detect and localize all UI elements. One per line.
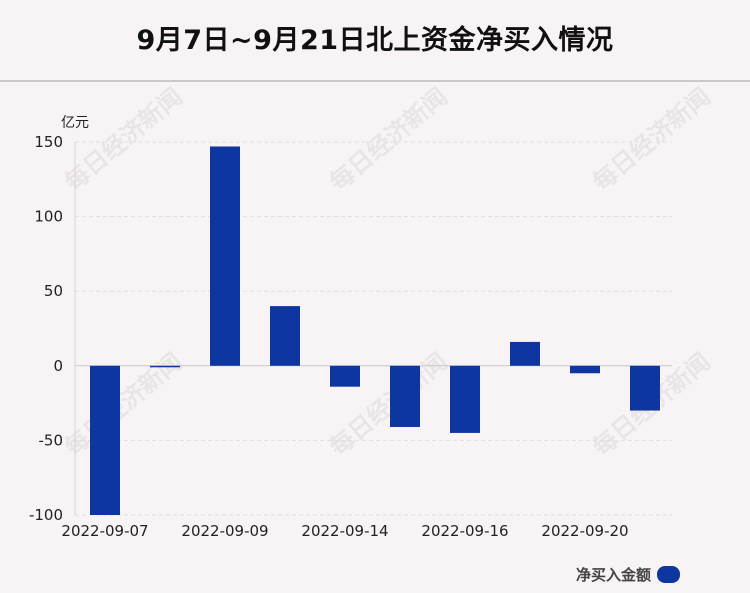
y-tick-label: -50 <box>39 431 64 449</box>
legend-swatch <box>657 565 681 583</box>
bar <box>570 365 600 374</box>
y-tick-label: -100 <box>29 506 63 524</box>
chart-title: 9月7日~9月21日北上资金净买入情况 <box>136 25 614 56</box>
bar <box>450 365 480 433</box>
x-tick-label: 2022-09-14 <box>301 522 388 540</box>
bar <box>150 365 180 368</box>
x-tick-label: 2022-09-09 <box>181 522 268 540</box>
bar <box>210 146 240 366</box>
y-axis-unit: 亿元 <box>61 115 89 131</box>
bar <box>270 306 300 366</box>
legend: 净买入金额 <box>576 563 681 585</box>
x-tick-label: 2022-09-16 <box>421 522 508 540</box>
bar <box>510 341 540 366</box>
legend-label: 净买入金额 <box>576 565 652 584</box>
y-tick-label: 150 <box>34 133 63 151</box>
bar <box>630 365 660 411</box>
y-tick-label: 100 <box>34 208 63 226</box>
x-tick-label: 2022-09-20 <box>541 522 628 540</box>
bar <box>90 365 120 515</box>
y-tick-label: 50 <box>44 282 63 300</box>
x-tick-label: 2022-09-07 <box>61 522 148 540</box>
title-divider <box>0 80 750 82</box>
bar <box>330 365 360 387</box>
bar <box>390 365 420 427</box>
y-tick-label: 0 <box>53 357 63 375</box>
